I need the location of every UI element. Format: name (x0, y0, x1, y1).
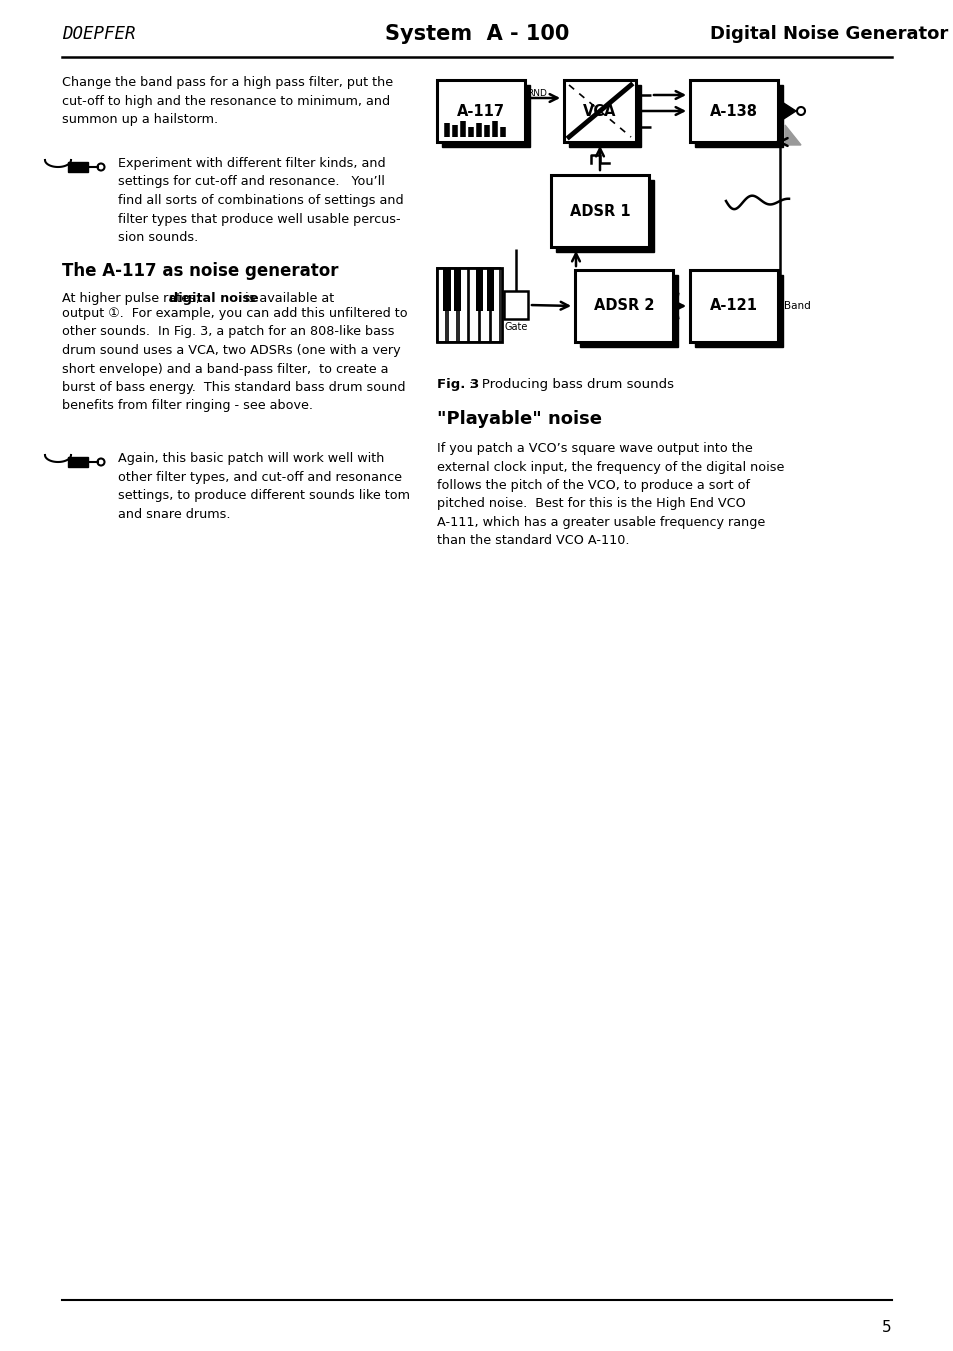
Text: A-138: A-138 (709, 104, 758, 119)
Bar (469, 267, 478, 342)
Text: Band: Band (783, 301, 810, 311)
Text: digital noise: digital noise (169, 292, 258, 305)
Bar (568, 85, 640, 147)
Text: Change the band pass for a high pass filter, put the
cut-off to high and the res: Change the band pass for a high pass fil… (62, 76, 393, 126)
Text: RND: RND (526, 89, 546, 99)
Text: A-121: A-121 (709, 299, 758, 313)
Bar (695, 276, 782, 347)
Text: ADSR 1: ADSR 1 (569, 204, 630, 219)
Text: Fig. 3: Fig. 3 (436, 378, 478, 390)
Polygon shape (781, 101, 795, 120)
Bar (68, 457, 88, 467)
Text: At higher pulse rates,: At higher pulse rates, (62, 292, 204, 305)
Bar (556, 180, 654, 253)
Bar (436, 267, 446, 342)
Bar (579, 276, 678, 347)
Polygon shape (784, 126, 801, 145)
Text: Digital Noise Generator  A-117: Digital Noise Generator A-117 (709, 26, 953, 43)
Bar (436, 267, 501, 342)
Text: 5: 5 (882, 1320, 891, 1335)
Text: output ①.  For example, you can add this unfiltered to
other sounds.  In Fig. 3,: output ①. For example, you can add this … (62, 307, 407, 412)
Text: Gate: Gate (504, 322, 527, 332)
Bar (68, 162, 88, 172)
Bar (441, 85, 530, 147)
Bar (575, 270, 672, 342)
Bar (551, 176, 648, 247)
Bar (447, 267, 456, 342)
Text: Again, this basic patch will work well with
other filter types, and cut-off and : Again, this basic patch will work well w… (118, 453, 410, 520)
Bar (563, 80, 636, 142)
Bar (436, 80, 524, 142)
Bar (443, 267, 450, 311)
Text: System  A - 100: System A - 100 (384, 24, 569, 45)
Bar (689, 270, 778, 342)
Bar (503, 290, 527, 319)
Text: A-117: A-117 (456, 104, 504, 119)
Bar (458, 267, 468, 342)
Text: VCA: VCA (582, 104, 616, 119)
Text: :  Producing bass drum sounds: : Producing bass drum sounds (469, 378, 673, 390)
Text: "Playable" noise: "Playable" noise (436, 409, 601, 428)
Bar (689, 80, 778, 142)
Bar (486, 267, 494, 311)
Text: Experiment with different filter kinds, and
settings for cut-off and resonance. : Experiment with different filter kinds, … (118, 157, 403, 245)
Bar (491, 267, 500, 342)
Text: ADSR 2: ADSR 2 (593, 299, 654, 313)
Bar (454, 267, 461, 311)
Text: If you patch a VCO’s square wave output into the
external clock input, the frequ: If you patch a VCO’s square wave output … (436, 442, 783, 547)
Bar (476, 267, 482, 311)
Bar (695, 85, 782, 147)
Bar (479, 267, 489, 342)
Text: DOEPFER: DOEPFER (62, 26, 135, 43)
Text: The A-117 as noise generator: The A-117 as noise generator (62, 262, 338, 280)
Text: is available at: is available at (241, 292, 334, 305)
